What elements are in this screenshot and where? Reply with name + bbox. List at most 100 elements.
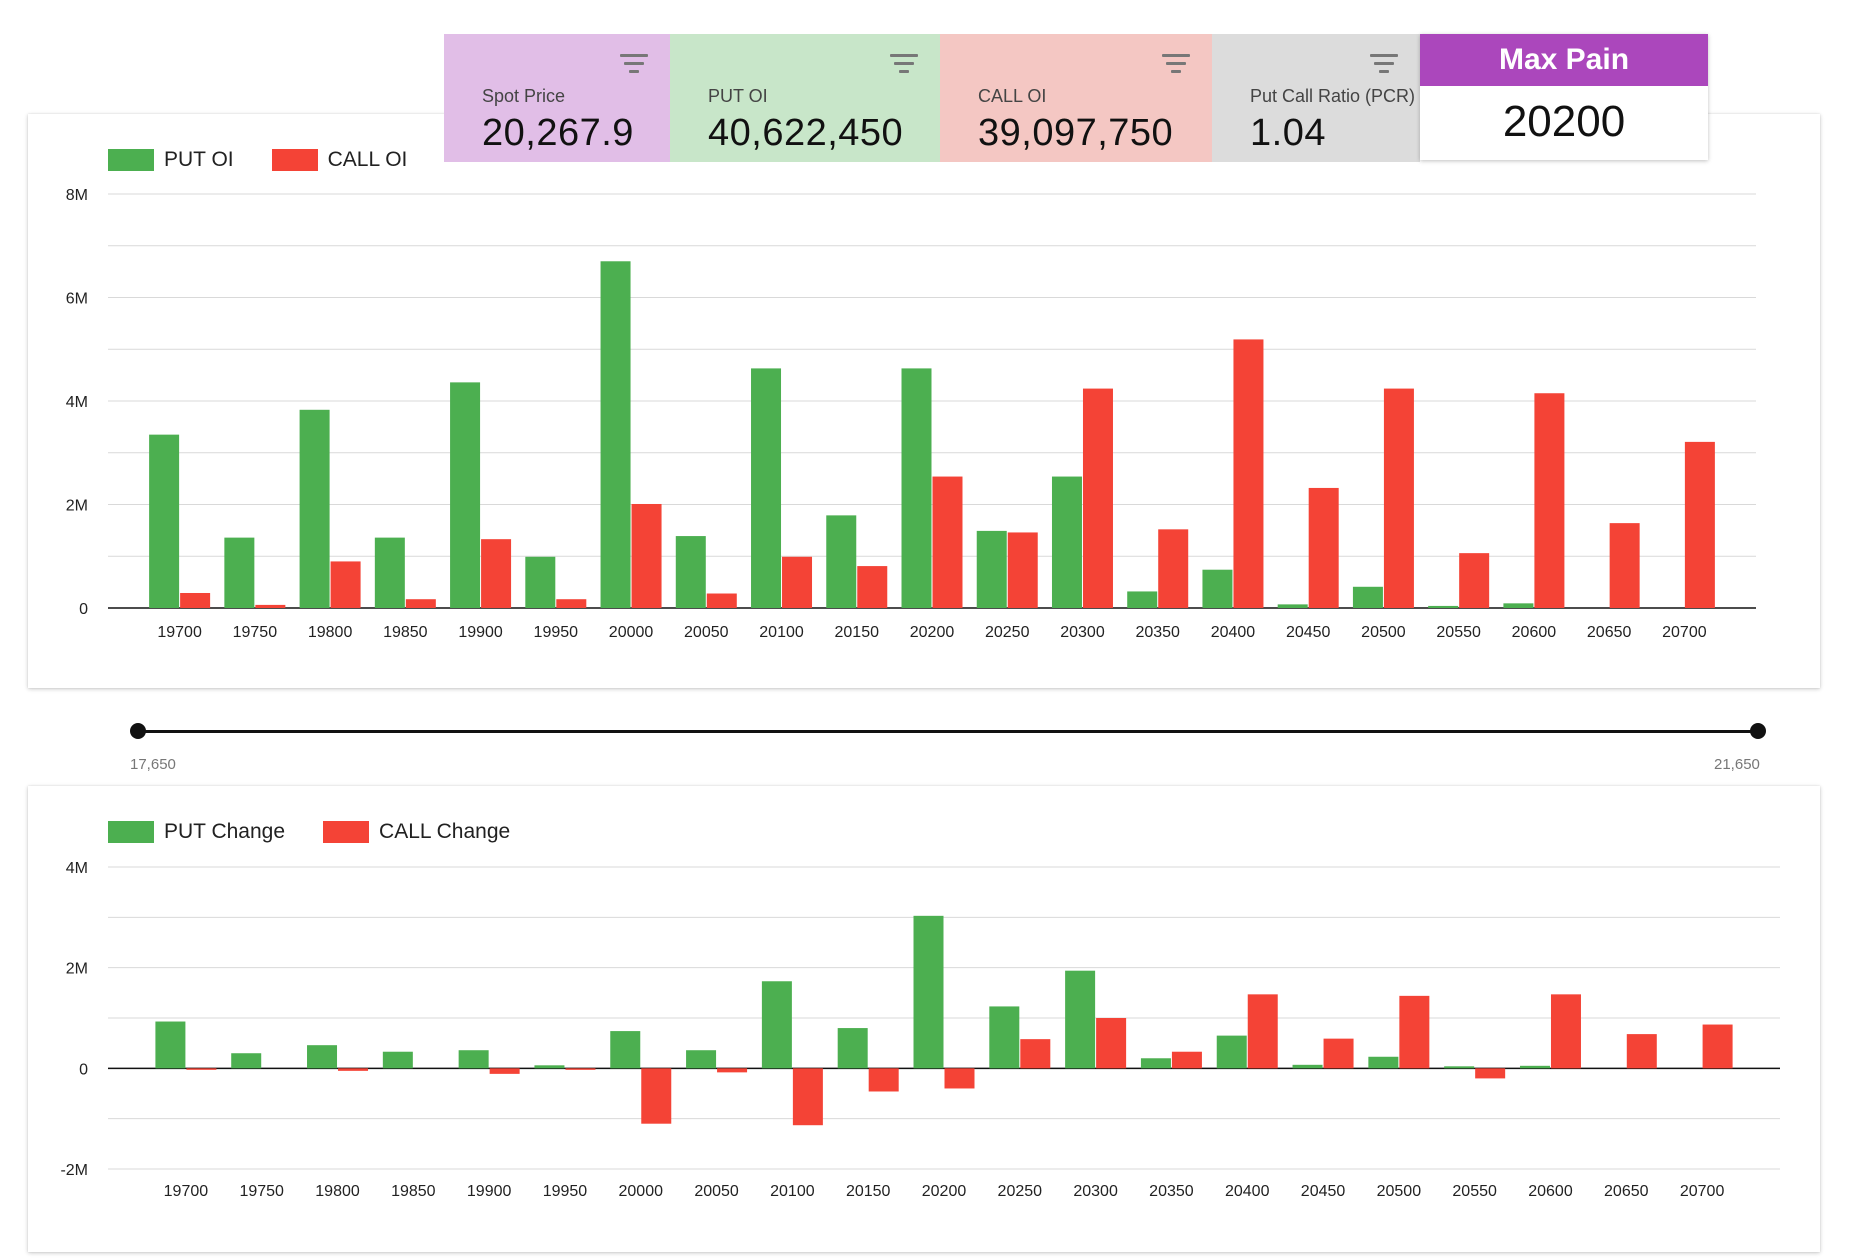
put-bar-20150 [826,515,857,608]
put-bar-19700 [155,1021,186,1069]
filter-icon[interactable] [1162,54,1190,76]
call-bar-20200 [944,1068,975,1089]
x-tick-label: 20450 [1301,1183,1346,1200]
x-tick-label: 19750 [239,1183,284,1200]
put-bar-19750 [231,1053,262,1069]
put-bar-20400 [1216,1035,1247,1069]
x-tick-label: 20500 [1361,624,1406,641]
call-bar-20450 [1308,487,1339,608]
strike-range-slider[interactable] [138,730,1758,733]
call-bar-20050 [717,1068,748,1073]
x-tick-label: 20600 [1528,1183,1573,1200]
call-bar-19900 [481,539,512,608]
range-max-handle[interactable] [1750,723,1766,739]
x-tick-label: 20500 [1377,1183,1422,1200]
x-tick-label: 20700 [1680,1183,1725,1200]
put-bar-19950 [525,556,556,608]
filter-icon[interactable] [620,54,648,76]
y-tick-label: 8M [66,187,88,204]
call-bar-19700 [186,1068,217,1070]
call-bar-20400 [1233,339,1264,608]
put-bar-20000 [610,1031,641,1069]
oi-bar-chart: 0 2M 4M 6M 8M 19700 19750 19800 19850 19900 19950 2… [66,187,1756,641]
x-tick-label: 20200 [922,1183,967,1200]
call-bar-20700 [1702,1024,1733,1069]
x-tick-label: 19700 [157,624,202,641]
y-tick-label: 6M [66,291,88,308]
x-tick-label: 20550 [1452,1183,1497,1200]
x-tick-label: 20400 [1225,1183,1270,1200]
put-bar-20250 [976,530,1007,608]
x-tick-label: 20550 [1436,624,1481,641]
y-tick-label: 2M [66,498,88,515]
x-tick-label: 20050 [694,1183,739,1200]
put-bar-20550 [1428,605,1459,608]
max-pain-value: 20200 [1502,97,1626,146]
x-tick-label: 19750 [233,624,278,641]
put-bar-20150 [837,1028,868,1069]
x-tick-label: 20200 [910,624,955,641]
call-bar-20550 [1475,1068,1506,1079]
call-bar-20250 [1007,532,1038,608]
filter-icon[interactable] [890,54,918,76]
put-bar-20050 [686,1050,717,1069]
put-bar-19800 [299,409,330,608]
call-bar-19850 [405,599,436,608]
call-bar-20000 [631,503,662,608]
y-tick-label: 4M [66,860,88,877]
put-oi-value: 40,622,450 [708,112,904,154]
call-bar-20100 [782,556,813,608]
max-pain-label: Max Pain [1420,34,1708,86]
oi-change-bar-chart: -2M 0 2M 4M 19700 19750 19800 19850 19900 19950 20… [60,860,1780,1200]
range-max-label: 21,650 [1714,756,1760,773]
pcr-label: Put Call Ratio (PCR) [1250,86,1416,106]
put-bar-20450 [1292,1064,1323,1069]
legend-put-change-swatch [108,821,154,843]
call-bar-20550 [1459,553,1490,608]
x-tick-label: 20150 [846,1183,891,1200]
y-tick-label: 0 [79,1061,88,1078]
put-bar-19800 [307,1045,338,1069]
x-tick-label: 20250 [985,624,1030,641]
put-bar-20550 [1444,1066,1475,1069]
legend-put-oi[interactable]: PUT OI [108,148,234,172]
oi-change-chart-panel: PUT Change CALL Change -2M 0 2M 4M 19700 1975… [28,786,1820,1252]
call-bar-20150 [857,566,888,608]
put-bar-20600 [1503,603,1534,608]
x-tick-label: 20250 [998,1183,1043,1200]
put-bar-20100 [761,981,792,1069]
put-bar-20300 [1051,476,1082,608]
legend-call-change-label: CALL Change [379,820,511,843]
pcr-card: Put Call Ratio (PCR) 1.04 [1212,34,1420,162]
y-tick-label: 0 [79,601,88,618]
y-tick-label: -2M [60,1162,88,1179]
x-tick-label: 19950 [543,1183,588,1200]
put-bar-19850 [374,537,405,608]
y-tick-label: 4M [66,394,88,411]
legend-call-oi[interactable]: CALL OI [271,148,407,172]
put-bar-19900 [450,382,481,608]
x-tick-label: 20350 [1135,624,1180,641]
x-tick-label: 20400 [1211,624,1256,641]
range-min-handle[interactable] [130,723,146,739]
call-bar-19900 [489,1068,520,1074]
call-bar-20300 [1082,388,1113,608]
put-bar-19900 [458,1050,489,1069]
filter-icon[interactable] [1370,54,1398,76]
legend-put-label: PUT OI [164,148,234,171]
put-bar-19700 [149,434,180,608]
legend-put-change[interactable]: PUT Change [108,820,285,844]
call-oi-label: CALL OI [978,86,1047,106]
x-tick-label: 19950 [534,624,579,641]
call-bar-20250 [1020,1039,1051,1069]
oi-chart-legend: PUT OI CALL OI [108,148,445,172]
call-bar-20600 [1534,393,1565,608]
put-bar-20000 [600,261,631,608]
call-bar-20700 [1684,441,1715,608]
put-bar-20500 [1368,1056,1399,1069]
max-pain-card: Max Pain 20200 [1420,34,1708,160]
put-bar-20050 [675,536,706,608]
call-bar-20500 [1383,388,1414,608]
legend-call-change[interactable]: CALL Change [323,820,510,844]
range-min-label: 17,650 [130,756,176,773]
